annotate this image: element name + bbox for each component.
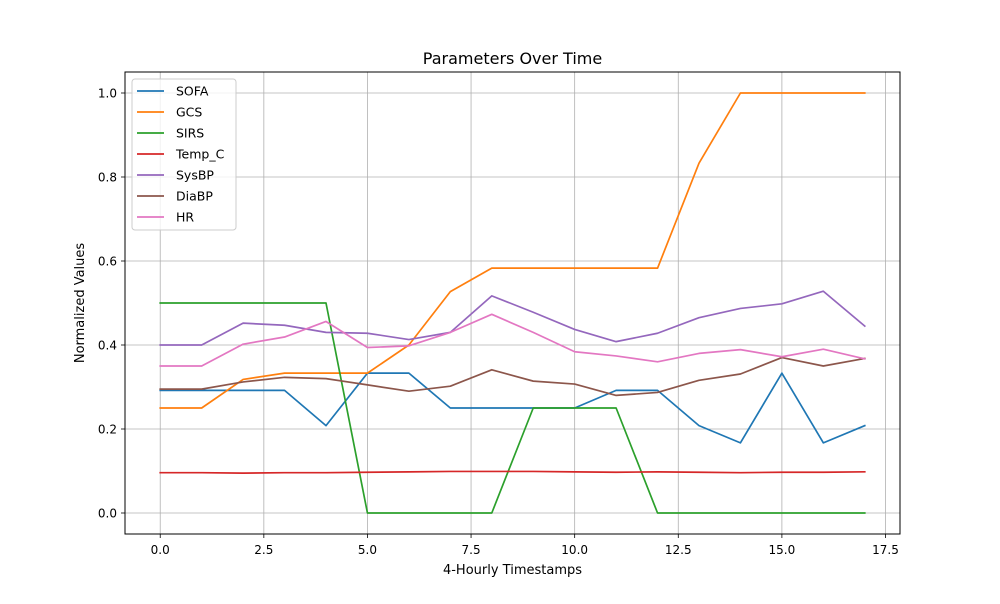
x-axis-label: 4-Hourly Timestamps [443,563,582,578]
series-hr-line [159,313,866,367]
x-tick-label: 15.0 [769,543,796,557]
legend-entry-gcs-label: GCS [176,105,202,120]
y-tick-label: 1.0 [98,87,117,101]
legend-entry-sofa: SOFA [137,84,209,99]
x-tick-label: 10.0 [561,543,588,557]
series-sysbp-line [159,290,866,346]
series-sofa-line [159,372,866,444]
x-tick-label: 12.5 [665,543,692,557]
axes-frame [124,71,901,535]
grid-lines [125,72,900,534]
series-diabp-line [159,356,866,397]
chart-title: Parameters Over Time [423,49,602,68]
legend-entry-hr: HR [137,210,194,225]
legend-entry-sysbp-label: SysBP [176,168,214,183]
x-tick-label: 5.0 [358,543,377,557]
axis-ticks: 0.0 2.5 5.0 7.5 10.0 12.5 15.0 17.5 0.0 0.2 0.4 0.6… [98,87,899,558]
legend-box [131,78,237,231]
y-tick-label: 0.4 [98,339,117,353]
series-temp-c-line [159,470,866,474]
legend-entry-gcs: GCS [137,105,202,120]
x-tick-label: 7.5 [462,543,481,557]
legend-entry-sofa-label: SOFA [176,84,209,99]
legend-items: SOFA GCS SIRS Temp_C SysBP DiaBP HR [137,84,225,225]
series-lines [159,92,866,514]
legend-entry-temp-c: Temp_C [137,147,225,162]
x-tick-label: 2.5 [254,543,273,557]
x-tick-label: 0.0 [151,543,170,557]
legend-entry-diabp: DiaBP [137,189,213,204]
y-tick-label: 0.8 [98,171,117,185]
series-sirs-line [159,302,866,514]
legend-entry-hr-label: HR [176,210,194,225]
legend-entry-sysbp: SysBP [137,168,214,183]
x-tick-label: 17.5 [872,543,899,557]
y-tick-label: 0.6 [98,255,117,269]
legend-entry-sirs: SIRS [137,126,204,141]
legend-entry-diabp-label: DiaBP [176,189,213,204]
y-tick-label: 0.0 [98,507,117,521]
series-gcs-line [159,92,866,409]
legend: SOFA GCS SIRS Temp_C SysBP DiaBP HR [131,78,237,231]
legend-entry-temp-c-label: Temp_C [175,147,225,162]
legend-entry-sirs-label: SIRS [176,126,204,141]
y-axis-label: Normalized Values [73,243,88,364]
y-tick-label: 0.2 [98,423,117,437]
